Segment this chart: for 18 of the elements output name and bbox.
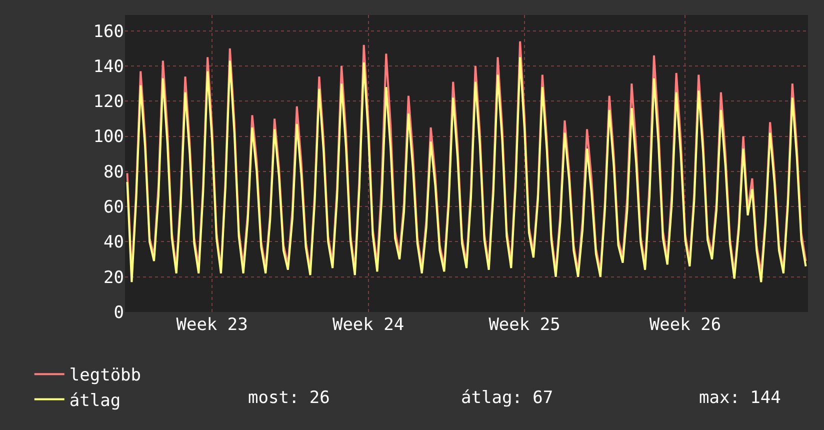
y-tick-label: 60 — [104, 198, 124, 218]
y-tick-label: 140 — [93, 56, 124, 77]
legend-label: legtöbb — [69, 366, 142, 386]
text: max: 144 — [699, 388, 781, 408]
x-tick-label: Week 25 — [488, 315, 560, 335]
y-tick-label: 160 — [93, 22, 124, 42]
y-tick-label: 40 — [104, 232, 124, 253]
y-tick-label: 20 — [104, 268, 124, 288]
y-tick-label: 80 — [104, 162, 124, 182]
x-tick-label: Week 23 — [176, 315, 248, 335]
y-tick-label: 0 — [114, 302, 124, 323]
text: átlag: 67 — [461, 388, 554, 408]
x-tick-label: Week 26 — [649, 315, 722, 335]
x-tick-label: Week 24 — [332, 315, 404, 335]
text: most: 26 — [248, 388, 330, 408]
legend-label: átlag — [69, 390, 121, 411]
y-tick-label: 100 — [93, 127, 124, 148]
y-tick-label: 120 — [93, 92, 124, 112]
